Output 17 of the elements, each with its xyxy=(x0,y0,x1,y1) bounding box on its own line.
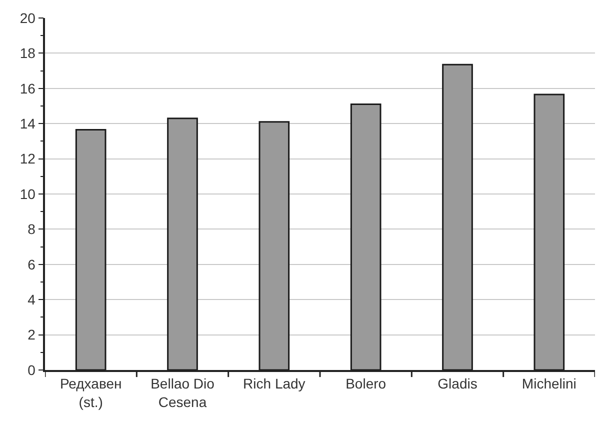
x-tick-label: Gladis xyxy=(438,376,478,392)
y-tick-label: 0 xyxy=(28,362,36,378)
y-tick-label: 18 xyxy=(20,45,36,62)
y-tick-label: 12 xyxy=(20,150,36,167)
y-tick-label: 10 xyxy=(20,186,36,202)
y-tick-label: 20 xyxy=(20,10,36,26)
x-tick-label: Bolero xyxy=(346,376,386,392)
y-tick-label: 8 xyxy=(28,221,36,238)
y-tick-label: 6 xyxy=(28,256,36,272)
x-tick-label: Rich Lady xyxy=(243,376,306,392)
y-tick-label: 4 xyxy=(28,292,36,308)
x-tick-label: Bellao Dio Cesena xyxy=(150,376,215,410)
y-tick-label: 16 xyxy=(20,80,36,96)
y-tick-label: 2 xyxy=(28,326,36,343)
y-tick-label: 14 xyxy=(20,116,36,132)
x-tick-label: Michelini xyxy=(522,376,576,392)
x-tick-label: Редхавен (st.) xyxy=(60,376,122,410)
